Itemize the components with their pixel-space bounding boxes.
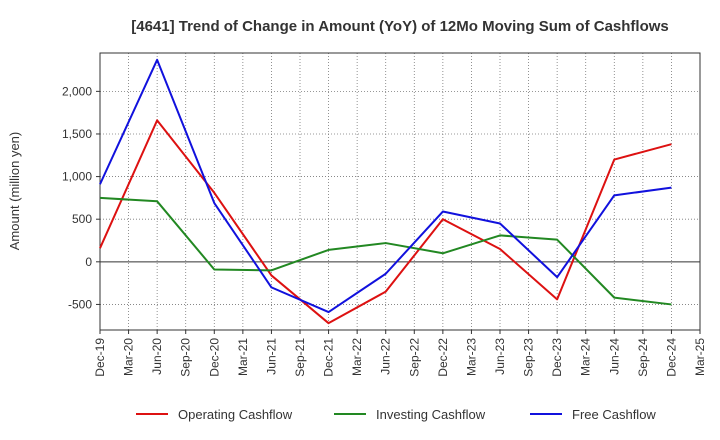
y-axis-ticks: -500 0 500 1,000 1,500 2,000 — [62, 84, 100, 311]
x-tick-label: Mar-21 — [236, 338, 250, 376]
series-line-free-cashflow — [99, 58, 672, 314]
x-tick-label: Dec-23 — [550, 338, 564, 377]
x-tick-label: Jun-20 — [150, 338, 164, 375]
x-tick-label: Jun-24 — [607, 338, 621, 375]
chart-title: [4641] Trend of Change in Amount (YoY) o… — [131, 18, 669, 35]
y-tick-label: 500 — [72, 212, 92, 226]
x-tick-label: Sep-24 — [636, 338, 650, 377]
legend-label: Investing Cashflow — [376, 407, 486, 422]
plot-area-frame — [99, 52, 701, 331]
x-tick-label: Mar-20 — [122, 338, 136, 376]
y-tick-label: -500 — [68, 297, 92, 311]
x-tick-label: Dec-20 — [207, 338, 221, 377]
x-tick-label: Sep-20 — [179, 338, 193, 377]
x-axis-ticks: Dec-19 Mar-20 Jun-20 Sep-20 Dec-20 Mar-21 Jun-… — [93, 330, 707, 377]
legend-label: Operating Cashflow — [178, 407, 293, 422]
series-line-investing-cashflow — [99, 196, 672, 306]
y-tick-label: 2,000 — [62, 84, 92, 98]
legend: Operating Cashflow Investing Cashflow Free… — [136, 407, 656, 422]
y-tick-label: 1,500 — [62, 127, 92, 141]
x-tick-label: Dec-22 — [436, 338, 450, 377]
y-tick-label: 1,000 — [62, 170, 92, 184]
x-tick-label: Sep-22 — [407, 338, 421, 377]
x-tick-label: Sep-23 — [522, 338, 536, 377]
y-tick-label: 0 — [85, 255, 92, 269]
x-tick-label: Mar-22 — [350, 338, 364, 376]
legend-label: Free Cashflow — [572, 407, 656, 422]
x-tick-label: Dec-24 — [664, 338, 678, 377]
x-tick-label: Jun-22 — [379, 338, 393, 375]
x-tick-label: Jun-21 — [264, 338, 278, 375]
series-lines — [99, 58, 672, 325]
x-tick-label: Mar-24 — [579, 338, 593, 376]
x-tick-label: Jun-23 — [493, 338, 507, 375]
x-tick-label: Dec-19 — [93, 338, 107, 377]
grid — [100, 53, 700, 330]
x-tick-label: Sep-21 — [293, 338, 307, 377]
x-tick-label: Mar-23 — [464, 338, 478, 376]
y-axis-label: Amount (million yen) — [7, 132, 22, 251]
x-tick-label: Mar-25 — [693, 338, 707, 376]
x-tick-label: Dec-21 — [322, 338, 336, 377]
series-line-operating-cashflow — [99, 119, 672, 325]
